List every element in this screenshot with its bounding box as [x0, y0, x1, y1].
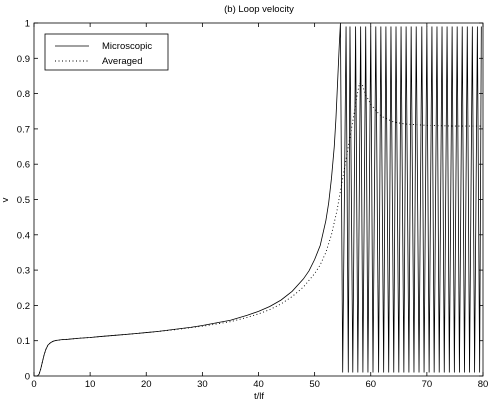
- plot-frame: [33, 22, 484, 377]
- y-tick-label: 0.2: [17, 301, 30, 312]
- y-ticks: 0 0.1 0.2 0.3 0.4 0.5 0.6 0.7 0.8 0.9 1: [17, 19, 483, 383]
- y-tick-label: 1: [25, 19, 30, 30]
- x-ticks: 0 10 20 30 40 50 60 70 80: [31, 23, 488, 390]
- y-tick-label: 0.7: [17, 124, 30, 135]
- legend-label-microscopic: Microscopic: [102, 41, 152, 52]
- y-tick-label: 0.3: [17, 266, 30, 277]
- x-tick-label: 30: [197, 379, 208, 390]
- y-tick-label: 0.9: [17, 54, 30, 65]
- x-tick-label: 40: [253, 379, 264, 390]
- x-tick-label: 20: [141, 379, 152, 390]
- chart-title: (b) Loop velocity: [224, 4, 294, 15]
- series-layer: [37, 22, 483, 377]
- x-tick-label: 50: [309, 379, 320, 390]
- y-tick-label: 0.8: [17, 89, 30, 100]
- x-tick-label: 10: [85, 379, 96, 390]
- x-axis-label: t/lf: [254, 391, 264, 402]
- y-tick-label: 0.5: [17, 195, 30, 206]
- y-tick-label: 0.6: [17, 160, 30, 171]
- legend-box: [44, 33, 169, 71]
- series-line-microscopic: [37, 22, 482, 377]
- y-tick-label: 0: [25, 372, 30, 383]
- x-tick-label: 0: [31, 379, 36, 390]
- series-line-averaged: [37, 82, 483, 377]
- y-tick-label: 0.4: [17, 230, 30, 241]
- legend: Microscopic Averaged: [44, 33, 169, 71]
- legend-label-averaged: Averaged: [102, 56, 143, 67]
- x-tick-label: 70: [422, 379, 433, 390]
- y-tick-label: 0.1: [17, 336, 30, 347]
- x-tick-label: 80: [478, 379, 488, 390]
- x-tick-label: 60: [365, 379, 376, 390]
- y-axis-label: v: [0, 197, 11, 202]
